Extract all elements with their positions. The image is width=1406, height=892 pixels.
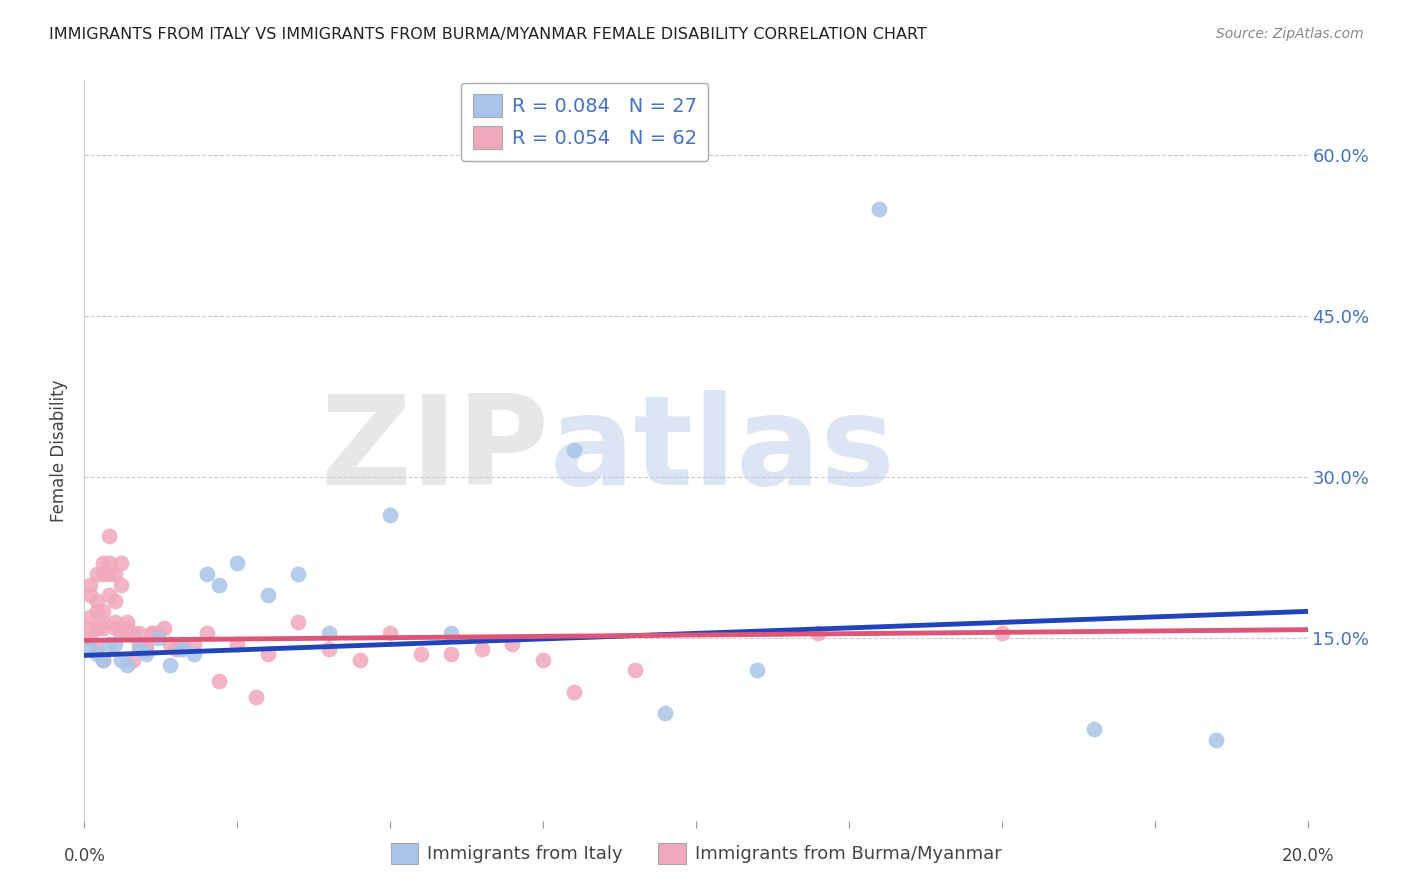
Point — [349, 653, 371, 667]
Point — [153, 620, 176, 634]
Point — [195, 566, 218, 581]
Point — [869, 202, 891, 216]
Point — [380, 508, 402, 522]
Point — [104, 637, 127, 651]
Point — [91, 653, 114, 667]
Point — [110, 625, 132, 640]
Point — [122, 625, 145, 640]
Point — [165, 642, 187, 657]
Point — [747, 664, 769, 678]
Point — [1205, 733, 1227, 747]
Y-axis label: Female Disability: Female Disability — [51, 379, 69, 522]
Point — [146, 625, 169, 640]
Point — [208, 674, 231, 689]
Point — [562, 443, 585, 458]
Point — [128, 625, 150, 640]
Point — [97, 566, 120, 581]
Point — [440, 648, 463, 662]
Point — [79, 642, 101, 657]
Legend: Immigrants from Italy, Immigrants from Burma/Myanmar: Immigrants from Italy, Immigrants from B… — [384, 836, 1008, 871]
Point — [991, 625, 1014, 640]
Point — [531, 653, 554, 667]
Point — [183, 637, 205, 651]
Point — [104, 615, 127, 629]
Point — [115, 620, 138, 634]
Point — [91, 615, 114, 629]
Point — [115, 615, 138, 629]
Point — [208, 577, 231, 591]
Point — [128, 637, 150, 651]
Point — [257, 648, 280, 662]
Point — [624, 664, 647, 678]
Point — [318, 642, 340, 657]
Point — [97, 556, 120, 570]
Point — [91, 604, 114, 618]
Point — [141, 625, 163, 640]
Point — [226, 637, 249, 651]
Point — [79, 609, 101, 624]
Point — [115, 658, 138, 673]
Point — [195, 625, 218, 640]
Text: IMMIGRANTS FROM ITALY VS IMMIGRANTS FROM BURMA/MYANMAR FEMALE DISABILITY CORRELA: IMMIGRANTS FROM ITALY VS IMMIGRANTS FROM… — [49, 27, 927, 42]
Point — [79, 577, 101, 591]
Point — [104, 566, 127, 581]
Point — [287, 615, 309, 629]
Point — [110, 653, 132, 667]
Point — [135, 642, 157, 657]
Point — [86, 642, 108, 657]
Point — [1083, 723, 1105, 737]
Point — [440, 625, 463, 640]
Point — [562, 685, 585, 699]
Point — [128, 642, 150, 657]
Point — [146, 632, 169, 646]
Point — [104, 593, 127, 607]
Point — [86, 566, 108, 581]
Point — [97, 588, 120, 602]
Point — [91, 566, 114, 581]
Point — [86, 593, 108, 607]
Point — [380, 625, 402, 640]
Point — [79, 620, 101, 634]
Point — [86, 604, 108, 618]
Text: atlas: atlas — [550, 390, 896, 511]
Point — [91, 653, 114, 667]
Point — [172, 637, 194, 651]
Point — [226, 556, 249, 570]
Point — [654, 706, 676, 721]
Point — [159, 658, 181, 673]
Point — [245, 690, 267, 705]
Point — [502, 637, 524, 651]
Point — [183, 648, 205, 662]
Point — [141, 625, 163, 640]
Point — [135, 637, 157, 651]
Point — [110, 556, 132, 570]
Point — [115, 625, 138, 640]
Point — [91, 620, 114, 634]
Text: ZIP: ZIP — [321, 390, 550, 511]
Point — [86, 648, 108, 662]
Point — [471, 642, 494, 657]
Point — [91, 556, 114, 570]
Point — [104, 620, 127, 634]
Point — [807, 625, 830, 640]
Point — [86, 620, 108, 634]
Point — [122, 653, 145, 667]
Point — [79, 632, 101, 646]
Point — [318, 625, 340, 640]
Point — [97, 637, 120, 651]
Point — [172, 642, 194, 657]
Point — [159, 637, 181, 651]
Point — [135, 648, 157, 662]
Point — [110, 577, 132, 591]
Point — [287, 566, 309, 581]
Point — [409, 648, 432, 662]
Point — [97, 529, 120, 543]
Point — [79, 588, 101, 602]
Text: 20.0%: 20.0% — [1281, 847, 1334, 865]
Point — [257, 588, 280, 602]
Text: 0.0%: 0.0% — [63, 847, 105, 865]
Text: Source: ZipAtlas.com: Source: ZipAtlas.com — [1216, 27, 1364, 41]
